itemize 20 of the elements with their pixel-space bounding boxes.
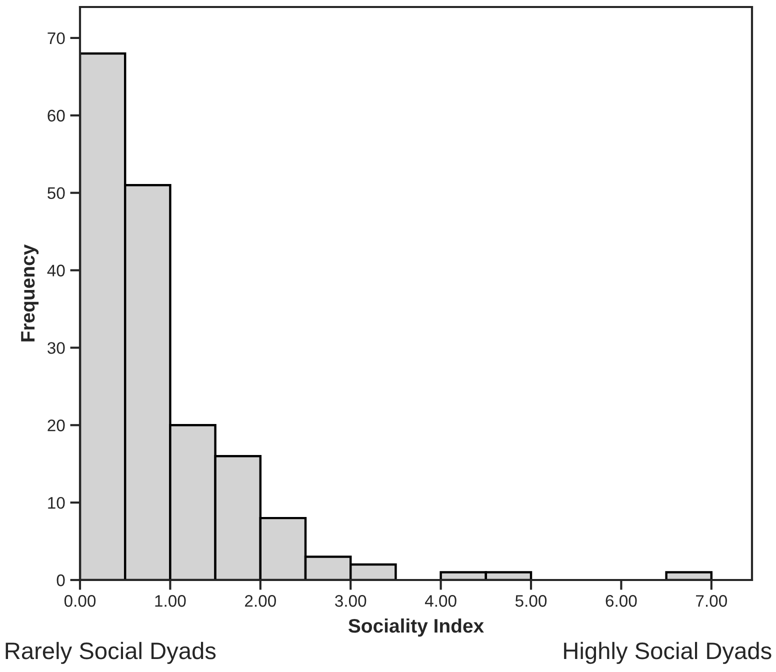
y-axis-title: Frequency — [21, 244, 39, 342]
x-axis-title: Sociality Index — [348, 618, 484, 637]
x-tick-label: 4.00 — [424, 595, 456, 607]
y-tick-label: 60 — [48, 110, 65, 122]
y-tick-label: 70 — [48, 32, 65, 44]
x-tick-label: 0.00 — [64, 595, 96, 607]
x-tick-label: 1.00 — [155, 595, 186, 607]
y-tick-label: 0 — [56, 574, 65, 586]
x-tick-label: 2.00 — [245, 595, 276, 607]
y-tick-label: 50 — [48, 187, 65, 200]
x-tick-label: 5.00 — [515, 595, 547, 607]
x-tick-label: 3.00 — [335, 595, 366, 607]
text: Rarely Social Dyads — [6, 642, 216, 664]
text: Highly Social Dyads — [564, 642, 772, 664]
y-tick-label: 10 — [48, 496, 65, 509]
y-tick-label: 40 — [47, 264, 65, 276]
x-tick-label: 7.00 — [696, 595, 727, 607]
x-tick-label: 6.00 — [606, 595, 637, 607]
y-tick-label: 20 — [48, 420, 65, 432]
y-tick-label: 30 — [48, 342, 65, 354]
